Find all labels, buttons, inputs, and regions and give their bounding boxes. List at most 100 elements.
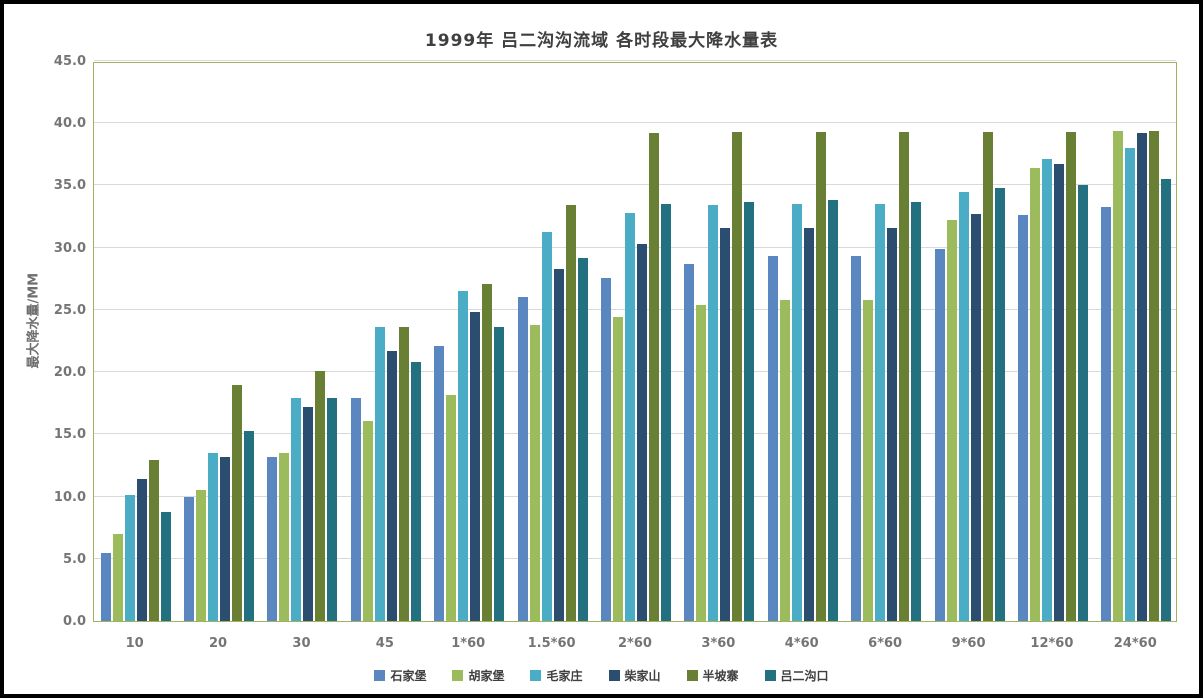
legend-item-毛家庄: 毛家庄	[530, 667, 583, 684]
legend-label: 半坡寨	[702, 669, 739, 683]
y-tick-label: 0.0	[62, 614, 86, 629]
bar-半坡寨-30	[315, 370, 326, 621]
bar-石家堡-24*60	[1101, 206, 1112, 621]
bar-柴家山-20	[220, 456, 231, 621]
legend-label: 毛家庄	[546, 669, 583, 683]
bar-柴家山-6*60	[887, 227, 898, 621]
legend-marker-icon	[686, 670, 698, 681]
bar-半坡寨-9*60	[982, 131, 993, 621]
bar-毛家庄-45	[374, 327, 385, 621]
gridline	[94, 184, 1176, 186]
bar-胡家堡-9*60	[946, 220, 957, 621]
bar-吕二沟口-9*60	[994, 187, 1005, 621]
bar-胡家堡-6*60	[863, 299, 874, 621]
legend-label: 胡家堡	[468, 669, 505, 683]
legend-marker-icon	[452, 670, 464, 681]
bar-group-1.5*60	[511, 63, 594, 621]
bar-半坡寨-2*60	[648, 133, 659, 621]
bar-吕二沟口-45	[410, 362, 421, 621]
x-tick-label: 9*60	[951, 636, 986, 651]
legend-marker-icon	[764, 670, 776, 681]
bar-石家堡-12*60	[1017, 215, 1028, 621]
bar-半坡寨-10	[148, 460, 159, 621]
x-tick-label: 24*60	[1113, 636, 1157, 651]
y-tick-label: 25.0	[53, 302, 86, 318]
legend-item-半坡寨: 半坡寨	[686, 667, 739, 684]
bar-石家堡-6*60	[851, 256, 862, 621]
bar-柴家山-45	[386, 350, 397, 621]
x-tick-label: 45	[375, 636, 394, 651]
y-tick-label: 10.0	[53, 489, 86, 505]
bar-毛家庄-6*60	[875, 204, 886, 621]
bar-半坡寨-3*60	[732, 131, 743, 621]
bar-石家堡-10	[100, 552, 111, 621]
bar-吕二沟口-3*60	[744, 201, 755, 621]
bar-group-45	[344, 63, 427, 621]
bar-吕二沟口-10	[160, 511, 171, 621]
bar-石家堡-30	[267, 456, 278, 621]
gridline	[94, 122, 1176, 124]
y-tick-label: 30.0	[53, 240, 86, 256]
bar-group-3*60	[678, 63, 761, 621]
bar-group-12*60	[1011, 63, 1094, 621]
bar-毛家庄-4*60	[791, 204, 802, 621]
x-tick-label: 6*60	[868, 636, 903, 651]
legend-item-吕二沟口: 吕二沟口	[764, 667, 829, 684]
bar-group-20	[177, 63, 260, 621]
bar-石家堡-4*60	[767, 256, 778, 621]
y-tick-label: 35.0	[53, 178, 86, 194]
bar-胡家堡-1*60	[446, 394, 457, 621]
y-axis-title: 最大降水量/MM	[26, 272, 42, 369]
bar-胡家堡-1.5*60	[529, 324, 540, 621]
bar-吕二沟口-1.5*60	[577, 257, 588, 621]
legend-marker-icon	[374, 670, 386, 681]
bar-半坡寨-1*60	[482, 283, 493, 621]
bar-石家堡-2*60	[600, 277, 611, 621]
gridline	[94, 371, 1176, 373]
bar-毛家庄-30	[291, 398, 302, 621]
bar-胡家堡-10	[112, 533, 123, 621]
bar-胡家堡-4*60	[779, 299, 790, 621]
bar-柴家山-3*60	[720, 227, 731, 621]
x-tick-label: 3*60	[701, 636, 736, 651]
legend-item-柴家山: 柴家山	[608, 667, 661, 684]
bar-石家堡-1*60	[434, 345, 445, 621]
legend-marker-icon	[608, 670, 620, 681]
bar-石家堡-20	[184, 496, 195, 621]
bar-吕二沟口-2*60	[660, 204, 671, 621]
bar-group-24*60	[1095, 63, 1178, 621]
y-tick-label: 40.0	[53, 116, 86, 132]
x-tick-label: 2*60	[618, 636, 652, 651]
gridline	[94, 557, 1176, 559]
bar-半坡寨-12*60	[1065, 131, 1076, 621]
bar-柴家山-9*60	[970, 214, 981, 621]
bar-半坡寨-24*60	[1149, 130, 1160, 621]
bar-胡家堡-2*60	[612, 317, 623, 621]
bar-毛家庄-1*60	[458, 291, 469, 621]
bar-group-10	[94, 63, 177, 621]
bar-group-2*60	[594, 63, 677, 621]
x-tick-label: 20	[209, 636, 228, 651]
bar-吕二沟口-1*60	[494, 327, 505, 621]
bar-group-4*60	[761, 63, 844, 621]
bar-吕二沟口-20	[244, 430, 255, 621]
gridline	[94, 60, 1176, 61]
gridline	[94, 308, 1176, 310]
legend-item-石家堡: 石家堡	[374, 667, 426, 684]
bar-group-30	[261, 63, 344, 621]
bar-半坡寨-4*60	[815, 131, 826, 621]
bar-柴家山-1*60	[470, 312, 481, 621]
bar-毛家庄-24*60	[1125, 148, 1136, 621]
bar-柴家山-30	[303, 406, 314, 621]
bar-吕二沟口-4*60	[827, 200, 838, 621]
y-tick-label: 45.0	[53, 54, 86, 69]
bar-毛家庄-2*60	[624, 212, 635, 621]
bar-柴家山-12*60	[1053, 164, 1064, 621]
x-tick-label: 1*60	[451, 636, 486, 651]
bar-半坡寨-20	[232, 384, 243, 621]
bar-半坡寨-6*60	[899, 131, 910, 621]
bar-胡家堡-20	[196, 490, 207, 621]
bar-柴家山-2*60	[636, 243, 647, 621]
legend: 石家堡 胡家堡 毛家庄 柴家山 半坡寨 吕二沟口	[4, 667, 1199, 684]
bar-半坡寨-45	[398, 327, 409, 621]
